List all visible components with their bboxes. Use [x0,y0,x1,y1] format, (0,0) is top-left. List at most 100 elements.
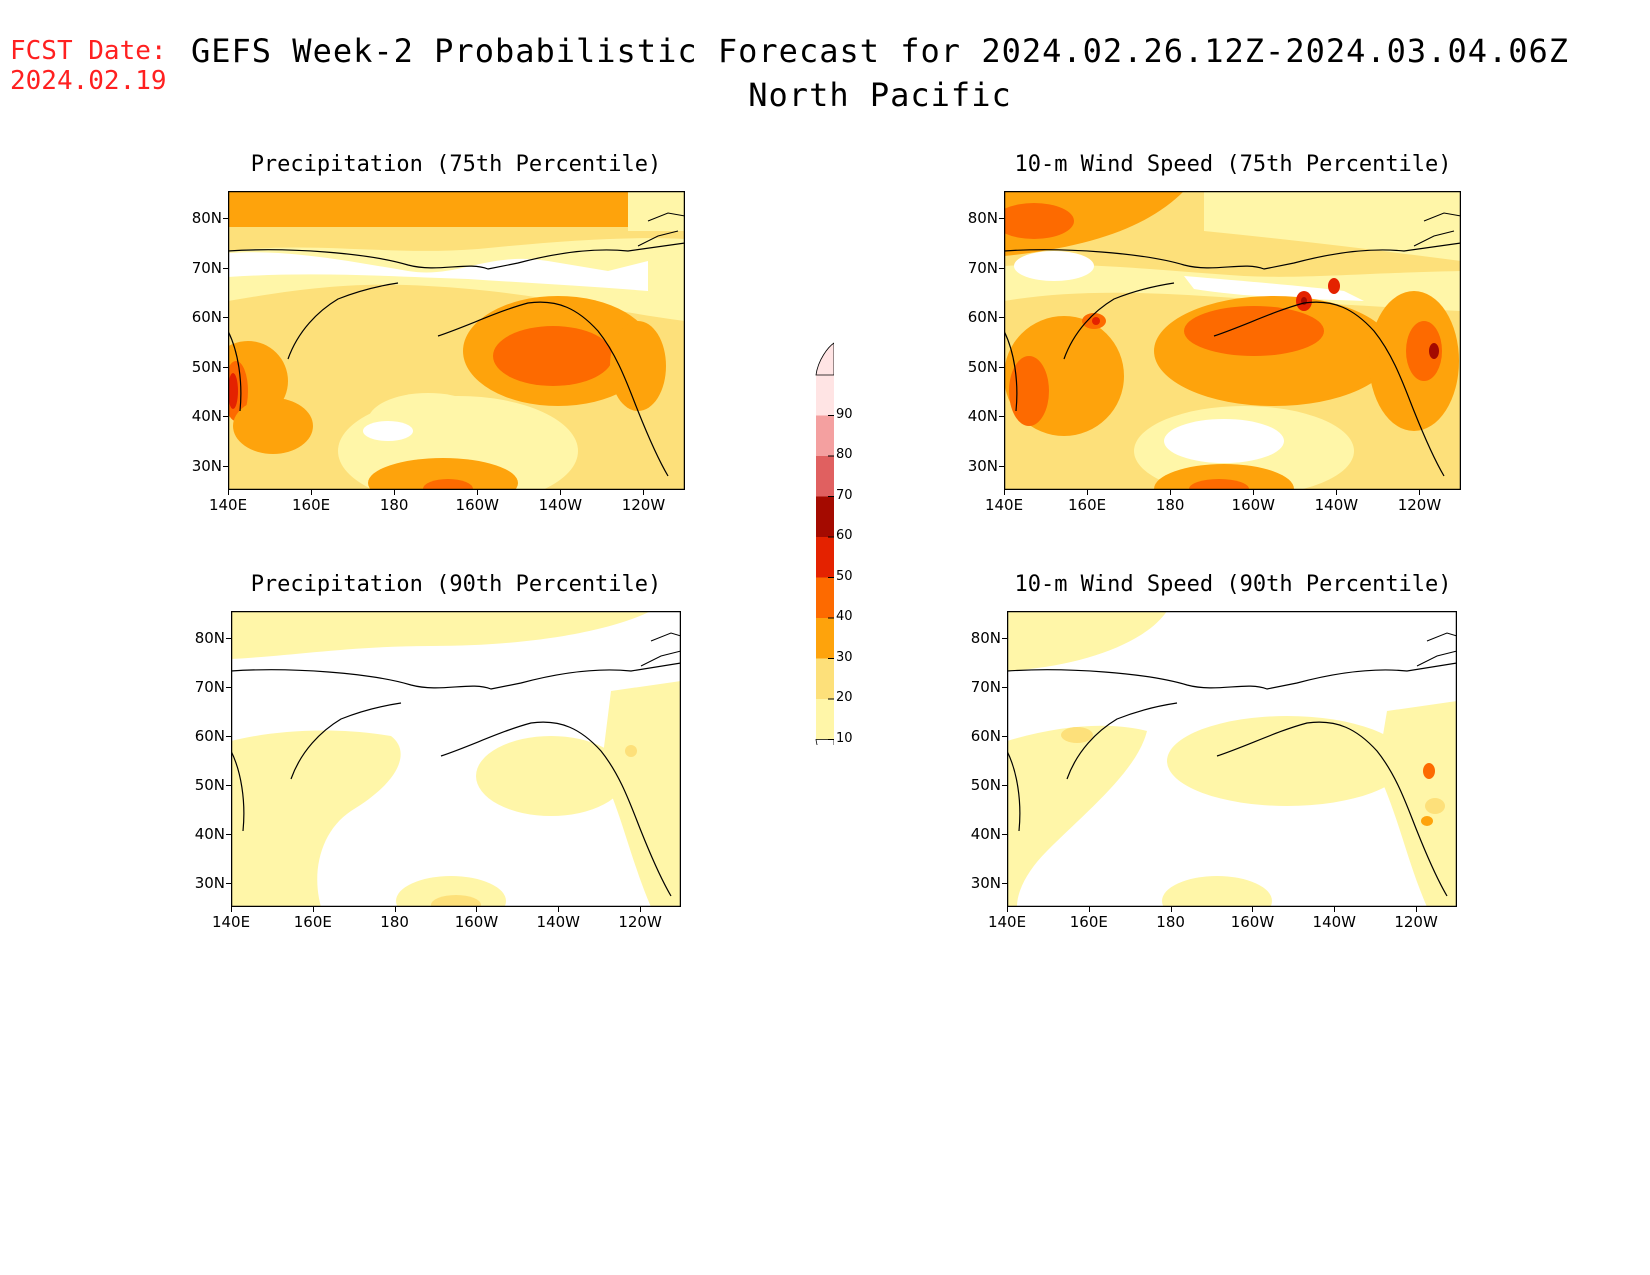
lat-tick [223,366,228,368]
colorbar-level-label: 20 [836,690,853,705]
lat-label: 30N [967,457,998,476]
lon-tick [1419,490,1421,495]
lon-tick [1253,490,1255,495]
lat-tick [226,883,231,885]
lat-tick [226,785,231,787]
lon-label: 140E [211,913,251,931]
colorbar-segment [816,618,834,659]
lat-label: 30N [191,457,222,476]
colorbar-level-label: 90 [836,406,853,422]
lon-label: 160E [1068,496,1107,514]
lat-label: 60N [191,308,222,327]
lon-tick [311,490,313,495]
lat-tick [1002,834,1007,836]
lat-tick [223,317,228,319]
lat-tick [999,466,1004,468]
lat-label: 40N [191,407,222,426]
lon-tick [1004,490,1005,495]
lat-label: 80N [191,208,222,227]
lat-tick [1002,686,1007,688]
page-subtitle: North Pacific [748,76,1012,114]
colorbar-segment [816,456,834,497]
lon-tick [1170,907,1172,912]
map-precip-75 [228,191,685,490]
lat-tick [999,317,1004,319]
lon-tick [1252,907,1254,912]
lat-label: 50N [967,357,998,376]
lon-label: 160E [292,496,331,514]
panel-title-precip-75: Precipitation (75th Percentile) [250,152,662,177]
lon-label: 180 [1156,913,1185,931]
lon-tick [1087,490,1089,495]
colorbar [815,342,834,745]
lat-label: 40N [967,407,998,426]
lon-label: 140W [1312,913,1356,931]
lon-label: 140W [1314,496,1359,514]
panel-title-precip-90: Precipitation (90th Percentile) [250,572,662,597]
lon-label: 160E [1069,913,1108,931]
lat-label: 70N [191,258,222,277]
lon-label: 120W [618,913,662,931]
colorbar-level-label: 10 [836,730,853,746]
lon-tick [477,490,479,495]
lat-tick [1002,785,1007,787]
lat-tick [999,416,1004,418]
lat-tick [226,735,231,737]
lat-label: 80N [967,208,998,227]
lon-label: 180 [380,913,409,931]
lat-tick [226,834,231,836]
lon-label: 120W [621,496,666,514]
lon-tick [312,907,314,912]
lon-tick [1334,907,1336,912]
lat-label: 30N [194,874,225,893]
colorbar-level-label: 70 [836,487,853,503]
lon-tick [228,490,229,495]
colorbar-level-label: 50 [836,568,853,584]
lon-tick [394,907,396,912]
lat-label: 50N [194,776,225,795]
colorbar-level-label: 60 [836,528,853,543]
fcst-date: 2024.02.19 [10,66,167,96]
lon-tick [1170,490,1172,495]
colorbar-segment [816,537,834,578]
lat-label: 70N [967,258,998,277]
colorbar-level-label: 30 [836,649,853,665]
lon-label: 180 [1155,496,1185,514]
lon-label: 160W [455,496,499,514]
lon-tick [476,907,478,912]
forecast-date-label: FCST Date: 2024.02.19 [10,36,167,96]
fcst-label: FCST Date: [10,36,167,66]
lon-label: 140W [538,496,583,514]
lat-tick [226,637,231,639]
lat-label: 40N [970,825,1001,844]
lat-tick [1002,637,1007,639]
lon-tick [1336,490,1338,495]
lat-label: 70N [194,677,225,696]
lat-label: 80N [194,628,225,647]
colorbar-bottom-cap [815,739,834,745]
lat-label: 60N [967,308,998,327]
colorbar-segment [816,496,834,537]
colorbar-segment [816,699,834,740]
lat-tick [999,217,1004,219]
lon-label: 180 [379,496,409,514]
colorbar-top-cap [815,342,834,376]
lon-tick [1416,907,1418,912]
map-wind-90 [1007,611,1457,907]
lat-label: 50N [970,776,1001,795]
lat-tick [223,416,228,418]
panel-title-wind-90: 10-m Wind Speed (90th Percentile) [1014,572,1452,597]
map-wind-75 [1004,191,1461,490]
lon-label: 120W [1394,913,1438,931]
panel-title-wind-75: 10-m Wind Speed (75th Percentile) [1014,152,1452,177]
lon-tick [640,907,642,912]
lat-tick [223,267,228,269]
lon-label: 140E [984,496,1024,514]
lat-tick [999,267,1004,269]
lon-tick [560,490,562,495]
colorbar-level-label: 80 [836,447,853,462]
colorbar-segment [816,415,834,456]
lat-tick [223,466,228,468]
lon-label: 160W [454,913,499,931]
lon-tick [558,907,560,912]
